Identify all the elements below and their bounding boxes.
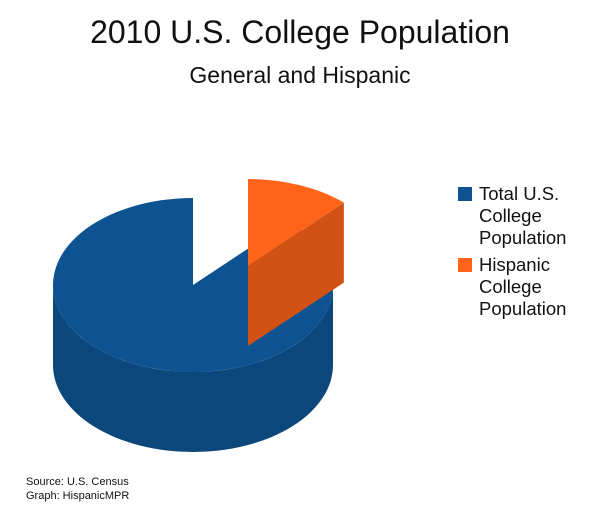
slice-total-wall: [53, 285, 333, 452]
chart-title: 2010 U.S. College Population: [90, 14, 510, 50]
legend: Total U.S. College Population Hispanic C…: [458, 183, 600, 325]
slice-hispanic-side: [248, 202, 344, 346]
legend-label-total: Total U.S. College Population: [479, 183, 567, 248]
source-line: Source: U.S. Census: [26, 476, 129, 488]
source-note: Source: U.S. Census Graph: HispanicMPR: [26, 475, 129, 503]
legend-swatch-hispanic: [458, 258, 472, 272]
graph-credit: Graph: HispanicMPR: [26, 490, 130, 502]
legend-swatch-total: [458, 187, 472, 201]
legend-label-hispanic: Hispanic College Population: [479, 254, 567, 319]
legend-item-total: Total U.S. College Population: [458, 183, 600, 249]
legend-item-hispanic: Hispanic College Population: [458, 254, 600, 320]
chart-subtitle: General and Hispanic: [189, 62, 411, 88]
slice-hispanic: [248, 179, 344, 266]
